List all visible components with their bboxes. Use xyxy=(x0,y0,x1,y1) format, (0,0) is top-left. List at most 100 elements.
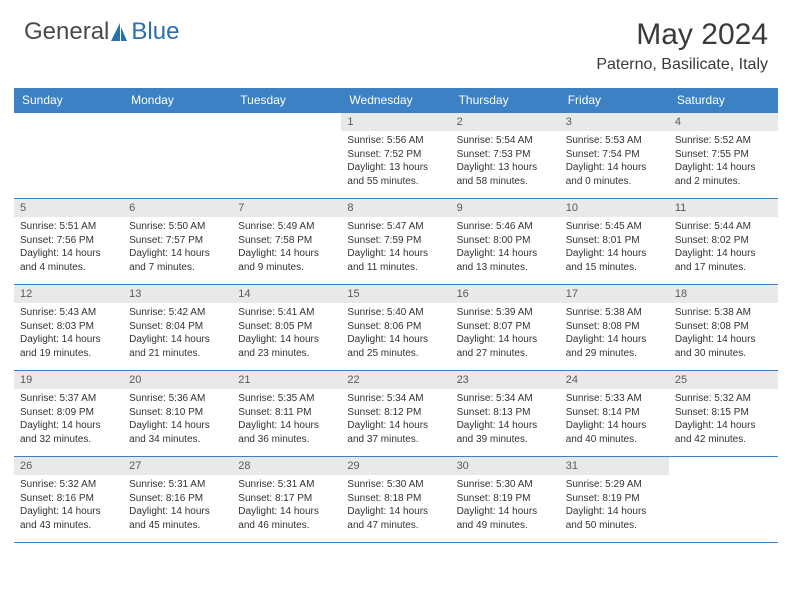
sunset-text: Sunset: 7:59 PM xyxy=(347,234,444,248)
calendar-cell: 21Sunrise: 5:35 AMSunset: 8:11 PMDayligh… xyxy=(232,371,341,457)
day-number: 4 xyxy=(669,113,778,131)
cell-body: Sunrise: 5:38 AMSunset: 8:08 PMDaylight:… xyxy=(669,303,778,364)
day-header: Wednesday xyxy=(341,88,450,113)
day-number: 5 xyxy=(14,199,123,217)
calendar-cell: 15Sunrise: 5:40 AMSunset: 8:06 PMDayligh… xyxy=(341,285,450,371)
sunset-text: Sunset: 8:10 PM xyxy=(129,406,226,420)
cell-body: Sunrise: 5:34 AMSunset: 8:12 PMDaylight:… xyxy=(341,389,450,450)
cell-body: Sunrise: 5:30 AMSunset: 8:19 PMDaylight:… xyxy=(451,475,560,536)
logo: General Blue xyxy=(24,18,179,46)
calendar-cell: 7Sunrise: 5:49 AMSunset: 7:58 PMDaylight… xyxy=(232,199,341,285)
calendar-head: Sunday Monday Tuesday Wednesday Thursday… xyxy=(14,88,778,113)
sunrise-text: Sunrise: 5:29 AM xyxy=(566,478,663,492)
day-number: 12 xyxy=(14,285,123,303)
daylight-text: Daylight: 14 hours and 27 minutes. xyxy=(457,333,554,360)
calendar-cell: 16Sunrise: 5:39 AMSunset: 8:07 PMDayligh… xyxy=(451,285,560,371)
day-number: 29 xyxy=(341,457,450,475)
sunset-text: Sunset: 8:03 PM xyxy=(20,320,117,334)
sunrise-text: Sunrise: 5:45 AM xyxy=(566,220,663,234)
sunset-text: Sunset: 8:17 PM xyxy=(238,492,335,506)
sunset-text: Sunset: 7:58 PM xyxy=(238,234,335,248)
sunset-text: Sunset: 8:14 PM xyxy=(566,406,663,420)
calendar-cell: 20Sunrise: 5:36 AMSunset: 8:10 PMDayligh… xyxy=(123,371,232,457)
sunrise-text: Sunrise: 5:42 AM xyxy=(129,306,226,320)
daylight-text: Daylight: 13 hours and 55 minutes. xyxy=(347,161,444,188)
daylight-text: Daylight: 14 hours and 15 minutes. xyxy=(566,247,663,274)
sunrise-text: Sunrise: 5:41 AM xyxy=(238,306,335,320)
page-title: May 2024 xyxy=(596,18,768,52)
cell-body: Sunrise: 5:52 AMSunset: 7:55 PMDaylight:… xyxy=(669,131,778,192)
sunset-text: Sunset: 8:18 PM xyxy=(347,492,444,506)
calendar-cell: 23Sunrise: 5:34 AMSunset: 8:13 PMDayligh… xyxy=(451,371,560,457)
sunset-text: Sunset: 7:52 PM xyxy=(347,148,444,162)
sunrise-text: Sunrise: 5:38 AM xyxy=(566,306,663,320)
day-number: 24 xyxy=(560,371,669,389)
sunrise-text: Sunrise: 5:35 AM xyxy=(238,392,335,406)
calendar-row: 26Sunrise: 5:32 AMSunset: 8:16 PMDayligh… xyxy=(14,457,778,543)
sunrise-text: Sunrise: 5:34 AM xyxy=(457,392,554,406)
cell-body: Sunrise: 5:35 AMSunset: 8:11 PMDaylight:… xyxy=(232,389,341,450)
sunset-text: Sunset: 7:54 PM xyxy=(566,148,663,162)
day-header: Friday xyxy=(560,88,669,113)
sunset-text: Sunset: 8:06 PM xyxy=(347,320,444,334)
cell-body: Sunrise: 5:56 AMSunset: 7:52 PMDaylight:… xyxy=(341,131,450,192)
calendar-cell: 5Sunrise: 5:51 AMSunset: 7:56 PMDaylight… xyxy=(14,199,123,285)
cell-body: Sunrise: 5:51 AMSunset: 7:56 PMDaylight:… xyxy=(14,217,123,278)
sunrise-text: Sunrise: 5:39 AM xyxy=(457,306,554,320)
calendar-cell: 22Sunrise: 5:34 AMSunset: 8:12 PMDayligh… xyxy=(341,371,450,457)
cell-body: Sunrise: 5:45 AMSunset: 8:01 PMDaylight:… xyxy=(560,217,669,278)
sunset-text: Sunset: 8:01 PM xyxy=(566,234,663,248)
sunset-text: Sunset: 8:19 PM xyxy=(457,492,554,506)
day-number: 1 xyxy=(341,113,450,131)
daylight-text: Daylight: 14 hours and 42 minutes. xyxy=(675,419,772,446)
daylight-text: Daylight: 14 hours and 19 minutes. xyxy=(20,333,117,360)
day-number: 28 xyxy=(232,457,341,475)
daylight-text: Daylight: 14 hours and 17 minutes. xyxy=(675,247,772,274)
sunset-text: Sunset: 7:57 PM xyxy=(129,234,226,248)
cell-body: Sunrise: 5:40 AMSunset: 8:06 PMDaylight:… xyxy=(341,303,450,364)
sunset-text: Sunset: 8:07 PM xyxy=(457,320,554,334)
day-number: 15 xyxy=(341,285,450,303)
calendar-cell xyxy=(123,113,232,199)
calendar-cell: 31Sunrise: 5:29 AMSunset: 8:19 PMDayligh… xyxy=(560,457,669,543)
daylight-text: Daylight: 14 hours and 36 minutes. xyxy=(238,419,335,446)
sunrise-text: Sunrise: 5:31 AM xyxy=(129,478,226,492)
sunset-text: Sunset: 8:08 PM xyxy=(675,320,772,334)
day-number: 26 xyxy=(14,457,123,475)
sunrise-text: Sunrise: 5:33 AM xyxy=(566,392,663,406)
daylight-text: Daylight: 14 hours and 50 minutes. xyxy=(566,505,663,532)
daylight-text: Daylight: 14 hours and 11 minutes. xyxy=(347,247,444,274)
sunset-text: Sunset: 8:00 PM xyxy=(457,234,554,248)
cell-body: Sunrise: 5:42 AMSunset: 8:04 PMDaylight:… xyxy=(123,303,232,364)
day-number: 8 xyxy=(341,199,450,217)
daylight-text: Daylight: 14 hours and 40 minutes. xyxy=(566,419,663,446)
sunrise-text: Sunrise: 5:47 AM xyxy=(347,220,444,234)
day-number: 20 xyxy=(123,371,232,389)
sunrise-text: Sunrise: 5:30 AM xyxy=(347,478,444,492)
day-number: 9 xyxy=(451,199,560,217)
sunrise-text: Sunrise: 5:43 AM xyxy=(20,306,117,320)
daylight-text: Daylight: 14 hours and 34 minutes. xyxy=(129,419,226,446)
calendar-row: 5Sunrise: 5:51 AMSunset: 7:56 PMDaylight… xyxy=(14,199,778,285)
daylight-text: Daylight: 14 hours and 13 minutes. xyxy=(457,247,554,274)
sunrise-text: Sunrise: 5:32 AM xyxy=(675,392,772,406)
sunrise-text: Sunrise: 5:51 AM xyxy=(20,220,117,234)
cell-body: Sunrise: 5:31 AMSunset: 8:16 PMDaylight:… xyxy=(123,475,232,536)
sunset-text: Sunset: 8:16 PM xyxy=(20,492,117,506)
cell-body: Sunrise: 5:37 AMSunset: 8:09 PMDaylight:… xyxy=(14,389,123,450)
cell-body: Sunrise: 5:38 AMSunset: 8:08 PMDaylight:… xyxy=(560,303,669,364)
day-header: Saturday xyxy=(669,88,778,113)
day-header: Monday xyxy=(123,88,232,113)
day-number: 3 xyxy=(560,113,669,131)
daylight-text: Daylight: 14 hours and 32 minutes. xyxy=(20,419,117,446)
cell-body: Sunrise: 5:41 AMSunset: 8:05 PMDaylight:… xyxy=(232,303,341,364)
calendar-cell xyxy=(669,457,778,543)
daylight-text: Daylight: 14 hours and 29 minutes. xyxy=(566,333,663,360)
cell-body: Sunrise: 5:50 AMSunset: 7:57 PMDaylight:… xyxy=(123,217,232,278)
calendar-cell: 2Sunrise: 5:54 AMSunset: 7:53 PMDaylight… xyxy=(451,113,560,199)
sunrise-text: Sunrise: 5:49 AM xyxy=(238,220,335,234)
calendar-cell: 26Sunrise: 5:32 AMSunset: 8:16 PMDayligh… xyxy=(14,457,123,543)
daylight-text: Daylight: 14 hours and 43 minutes. xyxy=(20,505,117,532)
day-number: 7 xyxy=(232,199,341,217)
calendar-cell: 29Sunrise: 5:30 AMSunset: 8:18 PMDayligh… xyxy=(341,457,450,543)
